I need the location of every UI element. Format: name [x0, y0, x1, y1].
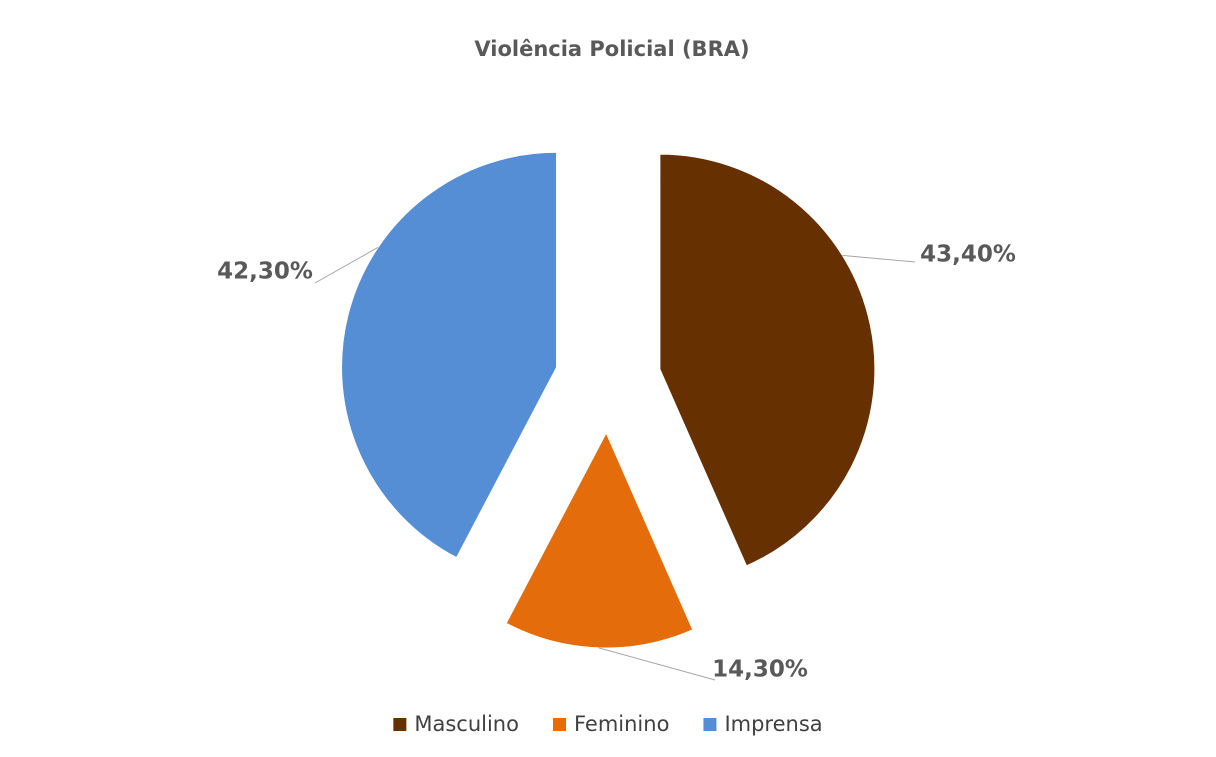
- legend-label: Masculino: [414, 712, 519, 736]
- pie-slice: [659, 153, 876, 567]
- data-label: 42,30%: [217, 259, 313, 285]
- pie-slice: [341, 151, 558, 559]
- pie-slice: [505, 431, 694, 649]
- data-label: 14,30%: [712, 657, 808, 683]
- chart-title: Violência Policial (BRA): [474, 37, 749, 61]
- legend-label: Feminino: [574, 712, 669, 736]
- legend-label: Imprensa: [724, 712, 822, 736]
- legend-swatch: [393, 718, 407, 731]
- leader-line: [598, 647, 716, 681]
- data-label: 43,40%: [920, 242, 1016, 268]
- legend-swatch: [703, 718, 717, 731]
- leader-line: [842, 254, 916, 263]
- leader-line: [314, 246, 379, 284]
- legend-swatch: [552, 718, 566, 731]
